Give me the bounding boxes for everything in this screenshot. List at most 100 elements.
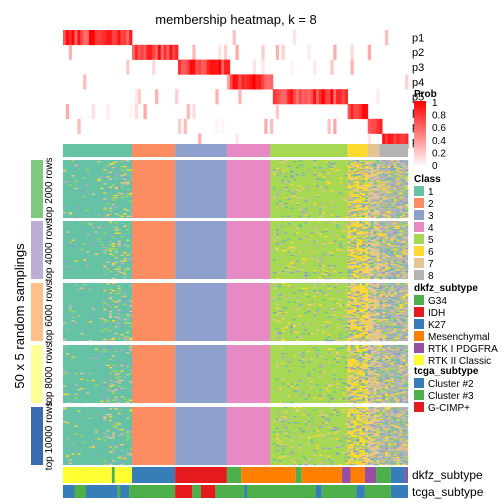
membership-cell (344, 386, 348, 389)
membership-cell (367, 354, 371, 356)
membership-cell (353, 270, 357, 273)
membership-cell (373, 367, 377, 369)
membership-cell (367, 351, 371, 354)
membership-cell (316, 349, 320, 351)
membership-cell (399, 327, 403, 329)
membership-cell (387, 275, 392, 277)
membership-cell (387, 383, 392, 385)
membership-cell (379, 410, 383, 412)
membership-cell (396, 419, 400, 422)
membership-cell (362, 427, 366, 430)
membership-cell (362, 376, 366, 378)
membership-cell (382, 312, 386, 314)
tcga-legend-swatch (414, 390, 424, 400)
membership-cell (364, 377, 369, 379)
membership-cell (359, 198, 363, 200)
membership-cell (364, 202, 369, 205)
membership-cell (310, 425, 314, 427)
membership-cell (293, 318, 297, 321)
membership-cell (129, 454, 133, 456)
membership-cell (327, 456, 331, 459)
membership-cell (379, 458, 383, 460)
membership-cell (353, 427, 357, 430)
membership-cell (129, 431, 133, 433)
membership-cell (405, 369, 409, 371)
membership-cell (387, 244, 392, 246)
membership-cell (275, 378, 279, 380)
membership-cell (387, 207, 392, 209)
membership-cell (379, 427, 383, 430)
membership-cell (359, 389, 363, 391)
membership-cell (114, 325, 118, 328)
membership-cell (370, 439, 374, 441)
membership-cell (330, 190, 334, 192)
membership-cell (91, 245, 95, 247)
membership-cell (393, 347, 397, 349)
membership-cell (364, 380, 369, 383)
membership-cell (350, 277, 354, 280)
membership-cell (111, 199, 116, 201)
membership-cell (356, 396, 360, 398)
dkfz-legend-swatch (414, 343, 424, 353)
membership-cell (313, 202, 317, 205)
membership-cell (356, 283, 360, 285)
membership-cell (385, 223, 389, 225)
membership-cell (341, 269, 346, 272)
membership-cell (313, 251, 317, 253)
membership-cell (405, 415, 409, 417)
membership-cell (316, 272, 320, 274)
membership-cell (393, 186, 397, 189)
membership-cell (393, 263, 397, 266)
membership-cell (373, 400, 377, 403)
membership-cell (390, 397, 394, 399)
membership-cell (376, 225, 380, 227)
membership-cell (405, 168, 409, 170)
membership-cell (359, 353, 363, 355)
membership-cell (275, 320, 279, 322)
membership-cell (117, 164, 121, 166)
prob-cell (129, 30, 133, 46)
membership-cell (350, 458, 354, 460)
prob-cell (293, 89, 297, 105)
membership-cell (379, 368, 383, 370)
membership-cell (390, 177, 394, 179)
membership-cell (385, 273, 389, 275)
membership-cell (387, 361, 392, 363)
membership-cell (373, 258, 377, 260)
membership-cell (310, 455, 314, 458)
membership-cell (129, 215, 133, 218)
membership-cell (129, 369, 133, 371)
membership-cell (341, 347, 346, 349)
membership-cell (290, 184, 294, 186)
membership-cell (364, 442, 369, 445)
membership-cell (347, 327, 351, 329)
membership-cell (364, 334, 369, 336)
membership-cell (402, 329, 406, 331)
membership-cell (396, 244, 400, 246)
membership-cell (353, 269, 357, 272)
prob-row-label: p1 (412, 32, 424, 44)
membership-cell (120, 364, 124, 367)
membership-cell (393, 385, 397, 387)
membership-cell (336, 248, 340, 251)
membership-cell (295, 339, 300, 342)
membership-cell (405, 348, 409, 350)
membership-cell (399, 215, 403, 218)
membership-cell (126, 239, 130, 241)
membership-cell (356, 365, 360, 368)
membership-cell (382, 265, 386, 267)
membership-cell (362, 269, 366, 272)
membership-cell (350, 361, 354, 363)
membership-cell (313, 449, 317, 452)
membership-cell (356, 252, 360, 254)
membership-cell (387, 168, 392, 170)
membership-cell (402, 277, 406, 280)
membership-cell (327, 316, 331, 318)
membership-cell (298, 436, 302, 438)
membership-cell (359, 234, 363, 237)
membership-cell (353, 462, 357, 465)
membership-cell (117, 253, 121, 255)
membership-cell (333, 429, 337, 431)
membership-cell (364, 241, 369, 244)
membership-cell (109, 197, 113, 199)
